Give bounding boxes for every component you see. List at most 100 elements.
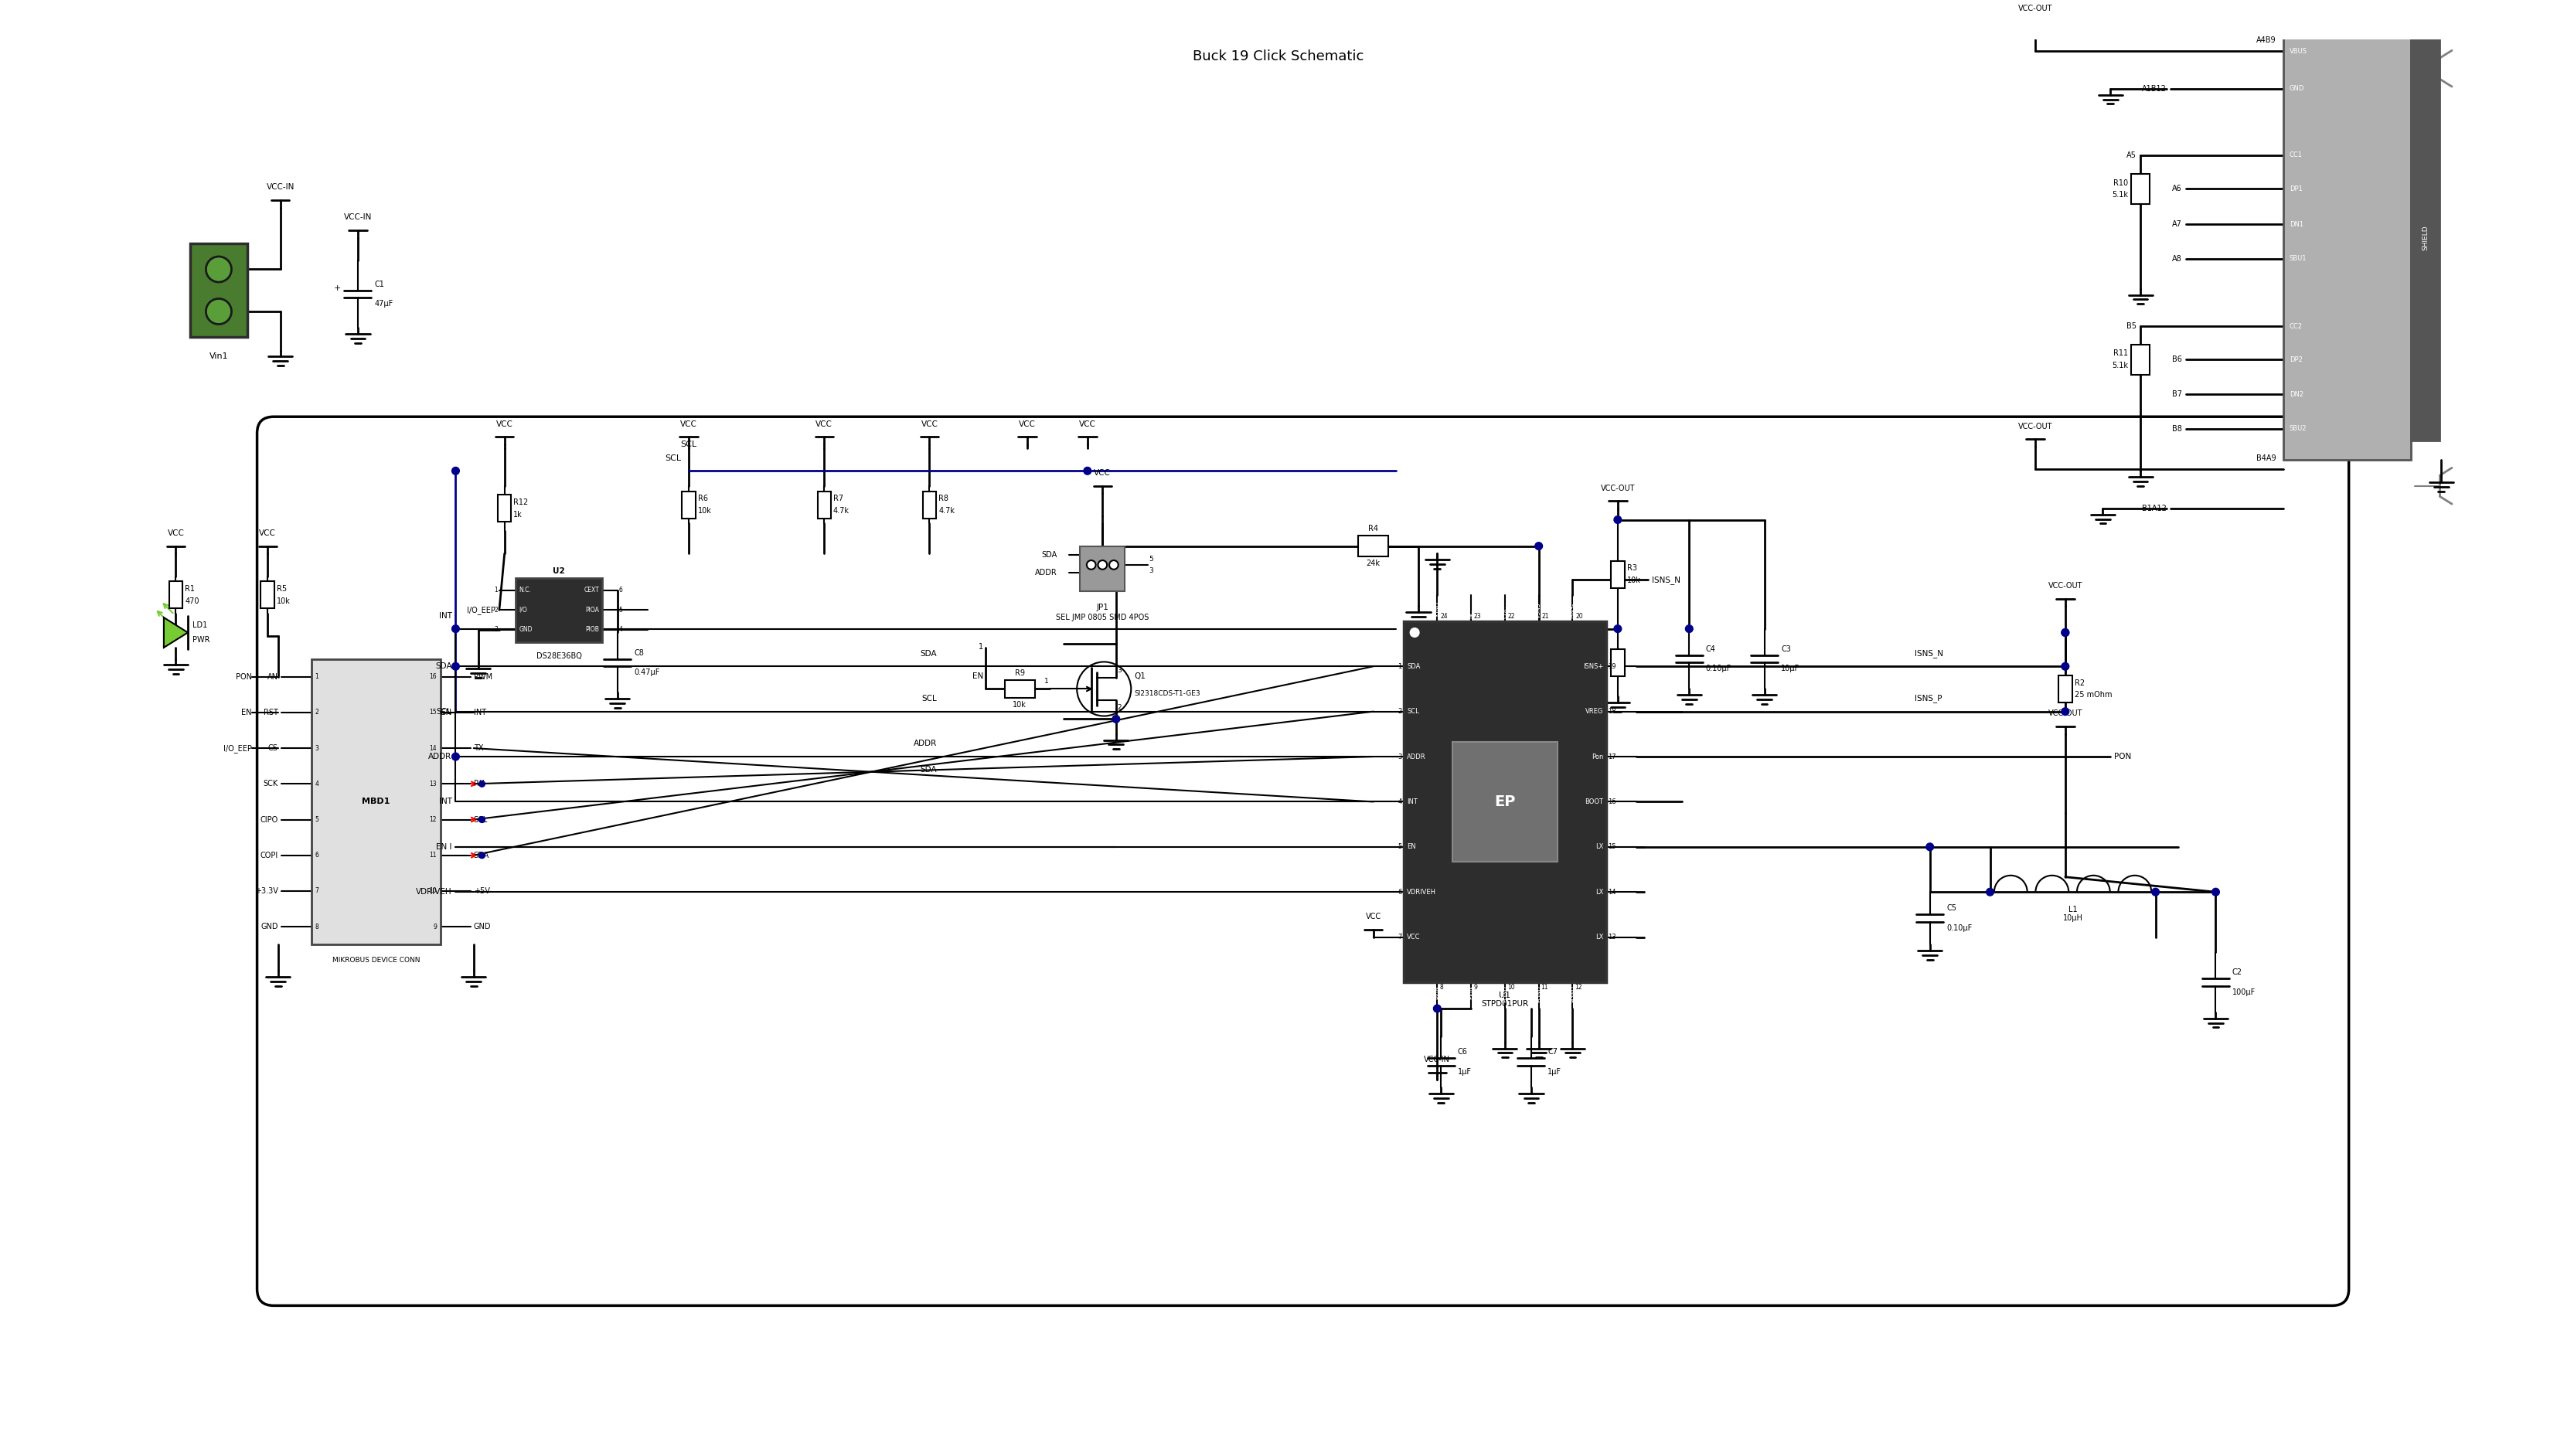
Text: ISNS_N: ISNS_N xyxy=(1915,649,1943,657)
Text: 5.1k: 5.1k xyxy=(2112,191,2127,198)
Text: DP2: DP2 xyxy=(2289,357,2301,363)
Text: SBU2: SBU2 xyxy=(2289,425,2306,432)
Text: 16: 16 xyxy=(1608,798,1616,805)
Text: +5V: +5V xyxy=(473,887,491,895)
Text: SDA: SDA xyxy=(473,852,488,859)
Text: VCC-OUT: VCC-OUT xyxy=(1601,485,1634,492)
Text: PGND: PGND xyxy=(1501,986,1509,1002)
Text: VCC: VCC xyxy=(1018,421,1036,428)
Text: R9: R9 xyxy=(1015,670,1025,677)
Circle shape xyxy=(478,852,486,859)
Circle shape xyxy=(1110,561,1117,569)
Text: 1: 1 xyxy=(1399,662,1401,670)
Text: VCC-IN: VCC-IN xyxy=(343,214,371,221)
Text: 9: 9 xyxy=(1473,984,1478,990)
Text: 1μF: 1μF xyxy=(1547,1067,1562,1076)
Circle shape xyxy=(2061,662,2069,670)
Circle shape xyxy=(1409,628,1419,638)
Text: CC2: CC2 xyxy=(2289,323,2301,331)
Text: 1: 1 xyxy=(494,587,499,594)
Circle shape xyxy=(207,256,233,282)
Text: ISNS_N: ISNS_N xyxy=(1652,575,1680,584)
Text: LD1: LD1 xyxy=(192,622,207,629)
Text: B4A9: B4A9 xyxy=(2255,454,2276,462)
Text: 10k: 10k xyxy=(276,597,291,604)
Text: I/O_EEP: I/O_EEP xyxy=(222,744,251,753)
Text: 1: 1 xyxy=(315,673,320,680)
Text: 10: 10 xyxy=(1506,984,1514,990)
Circle shape xyxy=(478,817,486,823)
Text: R7: R7 xyxy=(834,495,844,502)
Polygon shape xyxy=(164,617,187,648)
Circle shape xyxy=(1534,542,1542,550)
Text: DS28E36BQ: DS28E36BQ xyxy=(537,652,583,660)
Text: B6: B6 xyxy=(2171,355,2181,364)
Text: VCC: VCC xyxy=(1365,913,1381,920)
Text: VCC: VCC xyxy=(258,530,276,537)
Text: VCC-IN: VCC-IN xyxy=(266,183,294,191)
Text: 23: 23 xyxy=(1473,613,1481,620)
Circle shape xyxy=(1685,625,1693,632)
Text: PVIN: PVIN xyxy=(1434,986,1440,999)
Text: R8: R8 xyxy=(938,495,949,502)
Text: VSNS: VSNS xyxy=(1534,603,1542,619)
Text: EN I: EN I xyxy=(437,843,453,850)
Text: 4.7k: 4.7k xyxy=(938,507,954,514)
Bar xyxy=(2133,345,2150,374)
Text: 19: 19 xyxy=(1608,662,1616,670)
Circle shape xyxy=(1987,888,1994,895)
Text: 0.10μF: 0.10μF xyxy=(1706,665,1731,673)
Bar xyxy=(1005,680,1036,697)
Text: A8: A8 xyxy=(2171,255,2181,262)
Text: 1: 1 xyxy=(979,644,984,651)
Text: ADDR: ADDR xyxy=(1036,568,1059,577)
Text: C2: C2 xyxy=(2232,968,2242,976)
Bar xyxy=(1079,546,1125,591)
Text: 6: 6 xyxy=(315,852,320,859)
Text: 4: 4 xyxy=(619,626,621,633)
Text: A5: A5 xyxy=(2127,151,2138,159)
Text: SCL: SCL xyxy=(437,708,453,715)
Text: 9: 9 xyxy=(432,923,437,930)
Text: C4: C4 xyxy=(1706,645,1716,652)
Text: 15: 15 xyxy=(430,709,437,716)
Bar xyxy=(169,581,182,609)
Text: R3: R3 xyxy=(1626,565,1636,572)
Text: VCC: VCC xyxy=(816,421,834,428)
Text: AN: AN xyxy=(268,673,279,680)
Text: MIKROBUS DEVICE CONN: MIKROBUS DEVICE CONN xyxy=(332,957,419,964)
Bar xyxy=(189,243,248,336)
Text: 24: 24 xyxy=(1440,613,1447,620)
Text: INT: INT xyxy=(440,612,453,620)
Text: 18: 18 xyxy=(1608,708,1616,715)
Text: C5: C5 xyxy=(1946,904,1956,913)
Text: 5: 5 xyxy=(1148,555,1153,562)
Text: SGND: SGND xyxy=(1434,601,1440,619)
Text: VDRIVEH: VDRIVEH xyxy=(417,888,453,895)
Text: SCL: SCL xyxy=(473,815,488,824)
Text: GND: GND xyxy=(261,923,279,930)
Circle shape xyxy=(207,298,233,325)
Bar xyxy=(2058,676,2071,702)
Text: 25 mOhm: 25 mOhm xyxy=(2074,692,2112,699)
Text: PON: PON xyxy=(235,673,251,680)
Circle shape xyxy=(453,467,460,475)
Bar xyxy=(1611,649,1624,676)
Text: B5: B5 xyxy=(2127,323,2138,331)
Text: VCC: VCC xyxy=(166,530,184,537)
Circle shape xyxy=(1112,715,1120,722)
Text: +3.3V: +3.3V xyxy=(256,887,279,895)
Text: 22: 22 xyxy=(1509,613,1516,620)
Text: 8: 8 xyxy=(315,923,320,930)
Circle shape xyxy=(2061,629,2069,636)
Text: R5: R5 xyxy=(276,585,286,593)
Text: ADDR: ADDR xyxy=(1406,753,1427,760)
Text: 10k: 10k xyxy=(1626,577,1642,584)
Text: SCL: SCL xyxy=(1406,708,1419,715)
Text: 7: 7 xyxy=(315,888,320,894)
Text: C3: C3 xyxy=(1780,645,1790,652)
Circle shape xyxy=(453,753,460,760)
Text: 10k: 10k xyxy=(1013,700,1028,709)
Text: PGND: PGND xyxy=(1570,986,1575,1002)
Text: SCL: SCL xyxy=(665,454,680,462)
